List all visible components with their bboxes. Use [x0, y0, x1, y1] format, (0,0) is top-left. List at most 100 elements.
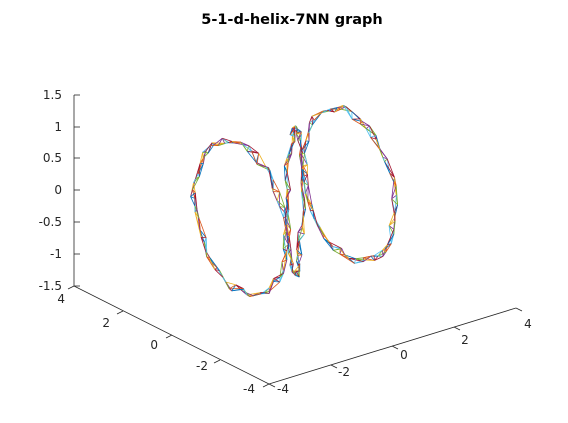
graph-edge	[283, 165, 288, 172]
graph-edge	[242, 290, 254, 297]
graph-edge	[386, 158, 390, 173]
graph-edge	[287, 154, 290, 163]
graph-edge	[202, 152, 204, 158]
graph-edge	[281, 250, 288, 263]
graph-edge	[374, 255, 379, 261]
axes-3d: 1.5 1 0.5 0 -0.5 -1	[39, 88, 532, 396]
graph-edge	[242, 143, 249, 146]
graph-edge	[370, 136, 380, 150]
graph-edge	[388, 220, 396, 227]
graph-edge	[361, 121, 370, 127]
graph-edge	[190, 192, 196, 198]
graph-edge	[286, 188, 291, 191]
graph-edge	[287, 249, 292, 254]
graph-edge	[301, 168, 308, 175]
z-tick-label: 0	[54, 183, 62, 197]
graph-edge	[268, 281, 274, 294]
graph-edge	[289, 134, 296, 137]
graph-edge	[302, 141, 310, 150]
graph-edge	[295, 133, 301, 141]
graph-edge	[296, 133, 302, 135]
x-tick-label: 2	[461, 333, 469, 347]
graph-edge	[288, 236, 292, 250]
graph-edge	[297, 227, 303, 233]
graph-edge	[273, 191, 280, 193]
graph-edge	[363, 255, 372, 259]
graph-edge	[242, 144, 248, 152]
graph-edge	[273, 276, 280, 279]
graph-edge	[391, 198, 398, 206]
graph-edge	[199, 229, 207, 239]
graph-edge	[269, 281, 281, 292]
z-tick: 1.5	[43, 88, 80, 102]
graph-edge	[339, 253, 349, 259]
graph-edge	[354, 258, 357, 264]
y-tick: 2	[102, 310, 124, 330]
graph-edge	[388, 225, 395, 230]
graph-edge	[296, 249, 303, 256]
graph-edge	[384, 161, 395, 178]
graph-edge	[283, 153, 293, 167]
graph-edge	[299, 147, 302, 156]
graph-edge	[382, 251, 387, 257]
graph-edge	[382, 244, 388, 251]
graph-edge	[272, 188, 280, 193]
graph-edge	[213, 137, 223, 146]
graph-edge	[365, 125, 370, 130]
graph-edge	[246, 151, 257, 163]
graph-edge	[354, 261, 364, 264]
x-tick-label: -2	[338, 365, 350, 379]
graph-edge	[222, 137, 233, 142]
x-tick-label: -4	[277, 382, 289, 396]
graph-edge	[289, 127, 293, 135]
graph-edge	[304, 185, 309, 195]
graph-edge	[190, 196, 195, 199]
graph-edge	[365, 128, 371, 138]
graph-edge	[214, 269, 224, 278]
graph-edge	[286, 209, 290, 225]
graph-edge	[251, 150, 259, 154]
chart-title: 5-1-d-helix-7NN graph	[201, 12, 383, 28]
graph-edge	[391, 198, 395, 213]
graph-edge	[214, 267, 218, 270]
x-tick: 2	[453, 326, 469, 347]
graph-edge	[301, 168, 305, 183]
graph-edge	[303, 174, 308, 183]
graph-edge	[276, 200, 286, 208]
graph-edge	[297, 255, 301, 264]
graph-edge	[205, 150, 209, 154]
graph-edge	[348, 257, 364, 262]
graph-edge	[296, 131, 302, 134]
z-tick-label: -1	[50, 247, 62, 261]
graph-edge	[273, 272, 284, 279]
graph-edge	[333, 248, 342, 251]
graph-edge	[225, 281, 237, 286]
graph-edge	[279, 191, 286, 208]
graph-edge	[340, 106, 347, 110]
graph-edge	[382, 249, 387, 253]
graph-edge	[360, 123, 370, 127]
graph-edge	[384, 158, 388, 162]
graph-edge	[288, 142, 295, 155]
x-axis-ticks: -4 -2 0 2 4	[268, 307, 532, 396]
graph-edge	[382, 157, 388, 160]
graph-edge	[311, 112, 323, 117]
graph-edge	[394, 195, 397, 212]
graph-edge	[363, 255, 372, 262]
graph-edge	[287, 153, 293, 163]
y-tick: 4	[57, 285, 75, 306]
z-tick: -1.5	[39, 279, 80, 293]
graph-edge	[285, 217, 292, 230]
graph-edge	[309, 122, 313, 126]
graph-edge	[312, 210, 318, 227]
z-tick-label: -0.5	[39, 215, 62, 229]
graph-edge	[309, 210, 315, 220]
z-tick: 0.5	[43, 151, 80, 165]
graph-edge	[323, 238, 334, 251]
y-tick: -4	[243, 382, 270, 396]
z-tick: 0	[54, 183, 80, 197]
graph-edge	[330, 108, 335, 113]
x-tick: 4	[515, 307, 532, 331]
z-tick: -1	[50, 247, 80, 261]
